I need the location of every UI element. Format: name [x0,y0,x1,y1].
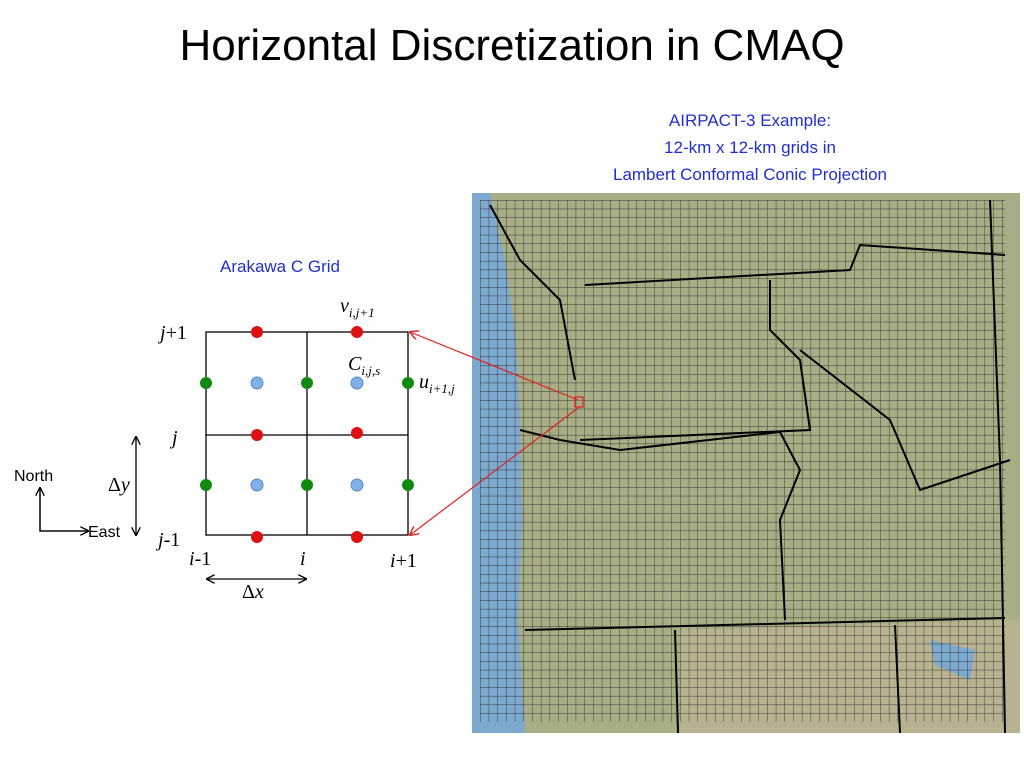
map-caption: AIRPACT-3 Example: [669,111,831,130]
col-label: i+1 [390,550,417,572]
row-label: j+1 [157,322,187,344]
u-label: ui+1,j [419,371,455,396]
label-var: j [169,427,178,449]
v-label: vi,j+1 [340,295,375,320]
map-borders [489,199,1011,734]
label-offset: +1 [166,322,187,344]
highlight-cell [574,396,584,408]
c-point [250,376,264,390]
c-point [350,478,364,492]
label-var: j [155,529,164,551]
c-label: Ci,j,s [348,353,380,378]
zoom-line [410,332,579,401]
v-point [351,427,363,439]
label-var: i [189,548,195,570]
v-point [251,531,263,543]
label-var: C [348,353,362,375]
c-point [350,376,364,390]
v-point [251,429,263,441]
label-var: y [119,474,130,496]
u-point [301,377,313,389]
col-label: i [300,548,306,570]
label-delta: Δ [108,474,121,496]
slide-title: Horizontal Discretization in CMAQ [179,21,844,70]
arakawa-grid [205,331,409,536]
c-point [250,478,264,492]
label-var: i [300,548,306,570]
label-var: v [340,295,349,317]
label-sub: i,j+1 [349,305,375,320]
label-offset: -1 [195,548,212,570]
label-var: i [390,550,396,572]
label-offset: +1 [396,550,417,572]
col-label: i-1 [189,548,211,570]
label-offset: -1 [164,529,181,551]
dy-label: Δy [108,474,130,496]
label-var: u [419,371,429,393]
map-caption: Lambert Conformal Conic Projection [613,165,887,184]
u-point [402,479,414,491]
row-label: j-1 [155,529,180,551]
v-point [251,326,263,338]
u-point [301,479,313,491]
grid-points [200,326,414,543]
dx-label: Δx [242,581,264,603]
u-point [200,377,212,389]
map-grid [480,200,1005,722]
label-var: x [254,581,264,603]
compass-axes [39,488,88,532]
map [472,193,1020,734]
grid-title: Arakawa C Grid [220,257,340,276]
label-sub: i+1,j [429,381,455,396]
u-point [402,377,414,389]
label-sub: i,j,s [361,363,380,378]
north-label: North [14,468,53,485]
east-label: East [88,524,121,541]
v-point [351,326,363,338]
label-delta: Δ [242,581,255,603]
row-label: j [169,427,178,449]
v-point [351,531,363,543]
map-caption: 12-km x 12-km grids in [664,138,836,157]
label-var: j [157,322,166,344]
u-point [200,479,212,491]
zoom-line [410,407,579,535]
